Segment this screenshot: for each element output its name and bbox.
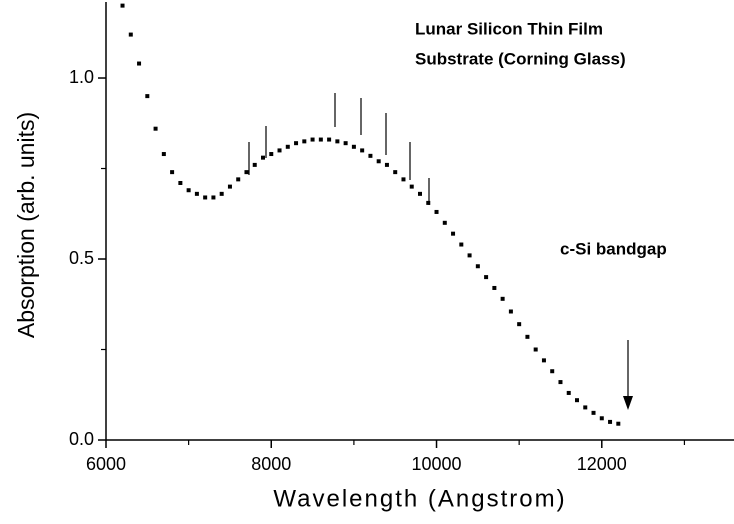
point: [203, 195, 208, 200]
point: [533, 347, 538, 352]
point: [153, 126, 158, 131]
point: [368, 153, 373, 158]
point: [227, 184, 232, 189]
point: [608, 419, 613, 424]
point: [351, 144, 356, 149]
x-tick-label: 6000: [86, 454, 126, 474]
point: [550, 369, 555, 374]
point: [219, 191, 224, 196]
point: [525, 334, 530, 339]
point: [170, 170, 175, 175]
point: [451, 231, 456, 236]
point: [310, 137, 315, 142]
point: [236, 177, 241, 182]
point: [575, 398, 579, 403]
point: [418, 191, 422, 196]
y-tick-label: 0.0: [69, 429, 94, 449]
x-tick-label: 10000: [411, 454, 461, 474]
point: [327, 137, 332, 142]
point: [409, 184, 414, 189]
point: [211, 195, 216, 200]
point: [517, 322, 522, 327]
point: [252, 162, 257, 167]
point: [434, 209, 439, 214]
x-tick-label: 12000: [577, 454, 627, 474]
point: [475, 264, 480, 269]
point: [128, 32, 133, 37]
point: [616, 421, 621, 426]
point: [583, 405, 588, 410]
point: [541, 358, 546, 363]
point: [484, 275, 489, 280]
point: [401, 177, 406, 182]
point: [376, 159, 381, 164]
point: [500, 296, 505, 301]
point: [302, 139, 307, 144]
point: [591, 410, 596, 415]
point: [194, 191, 199, 196]
point: [343, 141, 348, 146]
point: [492, 285, 497, 290]
point: [244, 170, 249, 175]
point: [459, 242, 464, 247]
y-tick-label: 0.5: [69, 248, 94, 268]
annotation: Lunar Silicon Thin Film: [415, 19, 603, 38]
point: [186, 188, 191, 193]
point: [442, 220, 447, 225]
bandgap-arrow: [623, 340, 633, 410]
x-axis-label: Wavelength (Angstrom): [273, 485, 566, 512]
fringe-markers: [248, 93, 430, 205]
point: [145, 94, 150, 99]
point: [508, 309, 513, 314]
annotation: c-Si bandgap: [560, 239, 667, 258]
point: [467, 253, 472, 258]
annotation: Substrate (Corning Glass): [415, 49, 626, 68]
point: [599, 416, 604, 421]
point: [384, 162, 389, 167]
x-tick-label: 8000: [251, 454, 291, 474]
point: [261, 155, 265, 160]
point: [318, 137, 323, 142]
point: [335, 139, 340, 144]
point: [426, 200, 431, 205]
point: [393, 170, 398, 175]
point: [120, 3, 125, 8]
point: [360, 148, 365, 153]
point: [137, 61, 142, 66]
point: [178, 180, 183, 185]
point: [285, 144, 290, 149]
point: [277, 148, 282, 153]
y-tick-label: 1.0: [69, 67, 94, 87]
y-axis-label: Absorption (arb. units): [13, 112, 39, 338]
point: [269, 152, 274, 157]
point: [566, 390, 571, 395]
point: [558, 380, 563, 385]
point: [161, 152, 166, 157]
point: [294, 141, 299, 146]
